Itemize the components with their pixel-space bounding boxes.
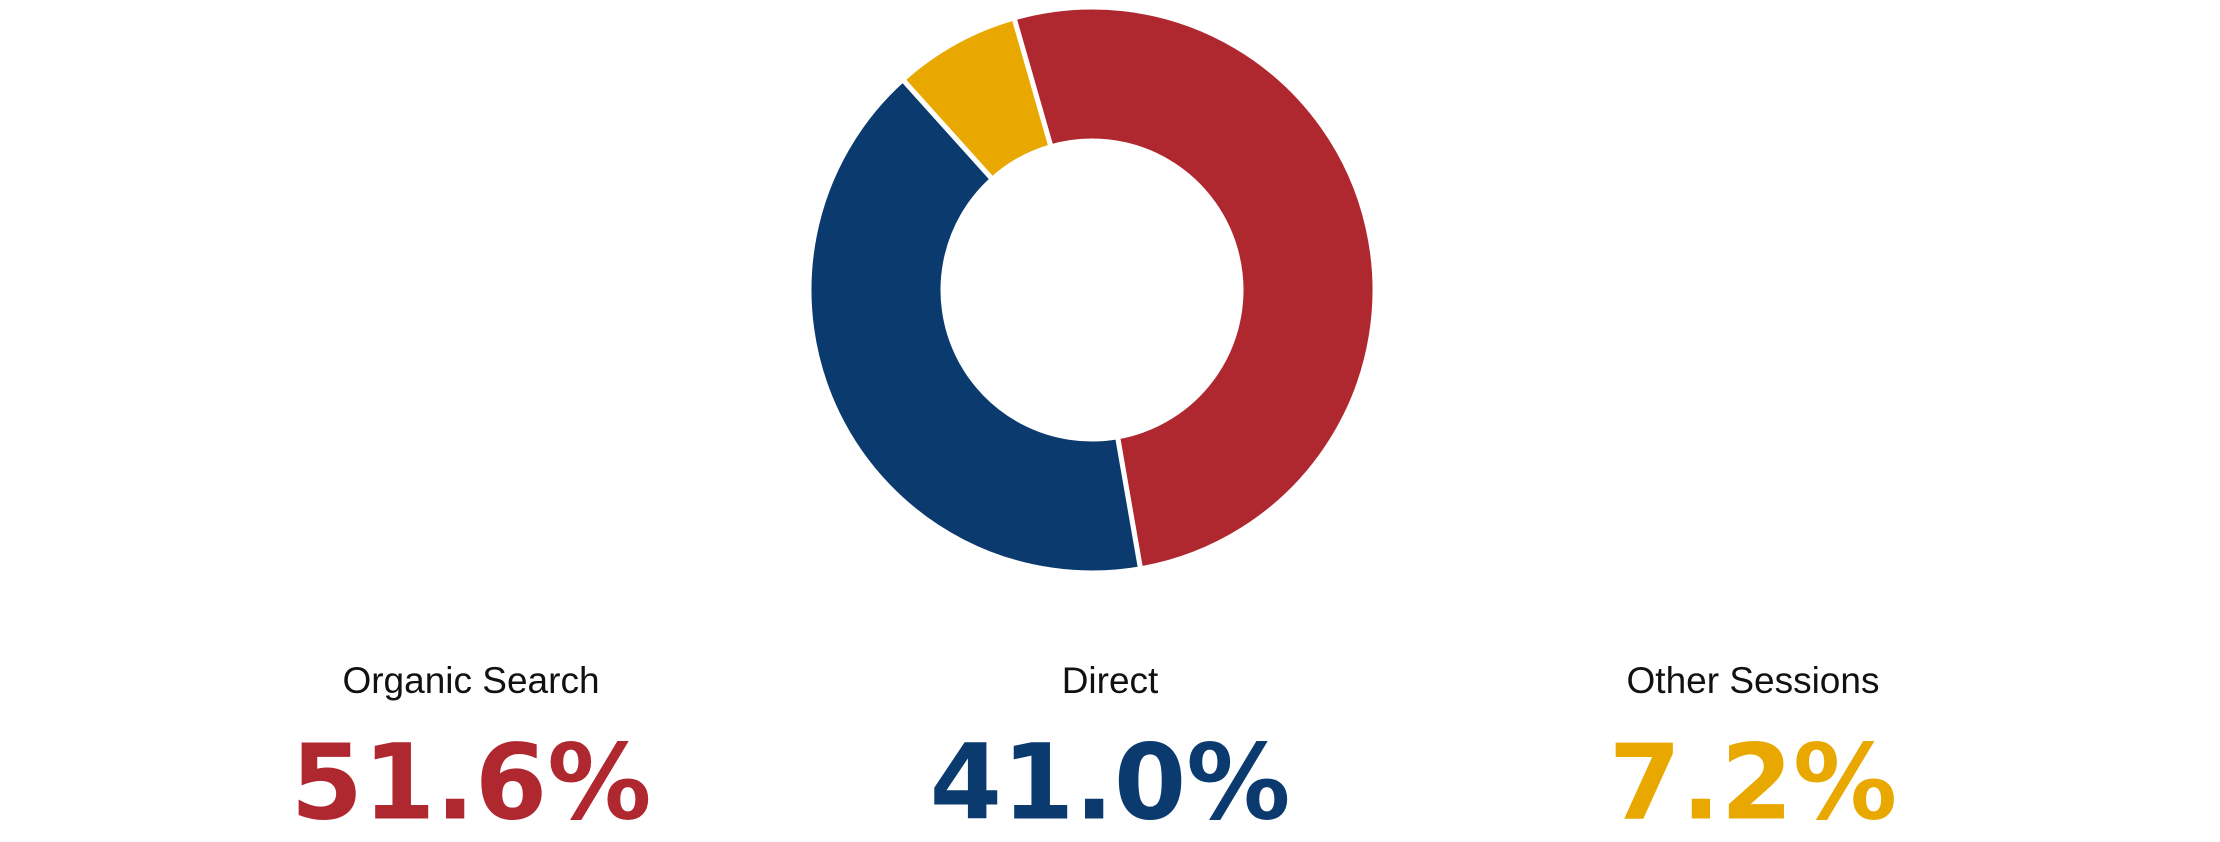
category-label: Organic Search [342,660,599,701]
wedge [899,14,1055,183]
category-label: Other Sessions [1627,660,1880,701]
value-label: 51.6% [291,721,652,842]
value-label: 7.2% [1609,721,1897,842]
wedge [1010,4,1378,572]
value-label: 41.0% [930,721,1291,842]
wedge [806,76,1144,576]
category-label: Direct [1062,660,1159,701]
